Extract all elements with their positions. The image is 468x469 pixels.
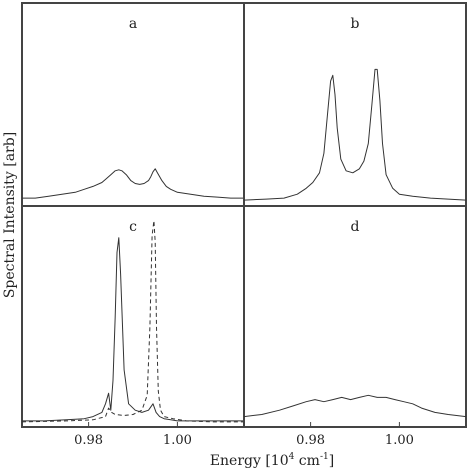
series-solid-line [243,394,467,418]
panel-label: a [129,16,137,32]
x-tick-label: 0.98 [74,433,103,448]
panel-a: a [21,2,245,207]
panel-b: b [243,2,467,207]
x-tick-label: 1.00 [385,433,414,448]
panel-frame [243,205,467,428]
panel-d: d [243,205,467,428]
panels-layer: a b c d [21,2,467,428]
panel-frame [21,2,245,207]
panel-label: d [351,219,360,235]
panel-frame [21,205,245,428]
series-solid-line [243,68,467,201]
series-solid-line [22,237,244,422]
y-axis-label: Spectral Intensity [arb] [2,132,18,298]
x-ticks-layer: 0.98 1.00 0.98 1.00 [74,422,414,448]
panel-c: c [21,205,245,428]
panel-label: c [129,219,137,235]
panel-frame [243,2,467,207]
x-axis-label: Energy [104 cm-1] [210,452,334,469]
panel-label: b [351,16,360,32]
x-tick-label: 0.98 [296,433,325,448]
series-dashed-line [21,220,244,423]
series-solid-line [22,168,244,199]
x-tick-label: 1.00 [163,433,192,448]
